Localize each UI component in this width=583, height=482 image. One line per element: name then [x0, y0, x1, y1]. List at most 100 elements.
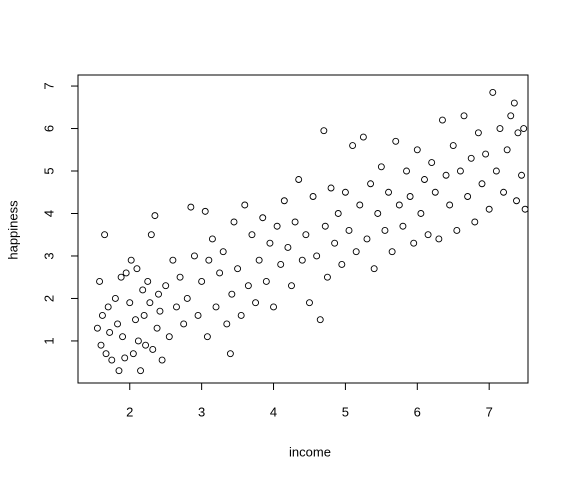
point [352, 248, 360, 256]
point [180, 320, 188, 328]
point [464, 193, 472, 200]
point [406, 193, 414, 200]
point [262, 278, 270, 285]
point [449, 142, 457, 149]
point [142, 341, 150, 349]
point [485, 205, 493, 213]
point [219, 248, 227, 256]
point [321, 222, 329, 230]
y-tick-label: 6 [41, 125, 56, 132]
plot-frame [77, 74, 529, 384]
point [521, 205, 529, 213]
point [471, 218, 479, 226]
point [341, 188, 349, 196]
point [194, 312, 202, 319]
point [162, 282, 170, 290]
point [114, 320, 121, 328]
point [338, 261, 346, 268]
point [403, 167, 410, 175]
y-tick-label: 1 [41, 337, 56, 344]
point [399, 222, 407, 230]
point [191, 252, 198, 260]
point [273, 222, 281, 230]
point [284, 244, 292, 251]
point [456, 167, 464, 175]
point [176, 273, 184, 281]
point [309, 193, 317, 200]
point [104, 303, 112, 311]
point [223, 320, 231, 328]
point [431, 188, 439, 196]
point [101, 231, 109, 239]
y-tick-label: 3 [41, 252, 56, 259]
point [442, 171, 450, 179]
point [98, 312, 106, 319]
point [385, 188, 392, 196]
point [298, 256, 306, 264]
y-axis-label: happiness [5, 200, 20, 260]
point [392, 137, 400, 145]
point [295, 176, 303, 183]
point [388, 248, 396, 256]
point [334, 210, 342, 217]
point [212, 303, 220, 311]
point [208, 235, 216, 243]
point [115, 367, 123, 375]
point [234, 265, 242, 273]
x-tick-label: 4 [270, 404, 277, 419]
y-tick-label: 4 [41, 210, 56, 217]
point [467, 154, 475, 162]
point [277, 261, 285, 268]
point [514, 129, 522, 137]
point [134, 337, 142, 345]
point [367, 180, 375, 188]
point [230, 218, 238, 226]
point [356, 201, 364, 209]
point [146, 299, 154, 307]
point [395, 201, 403, 209]
point [216, 269, 224, 277]
point [147, 231, 155, 239]
point [266, 239, 274, 247]
point [327, 184, 335, 192]
point [237, 312, 245, 319]
point [492, 167, 500, 175]
point [158, 356, 166, 364]
point [428, 159, 436, 166]
point [203, 333, 211, 341]
point [121, 354, 129, 362]
point [302, 231, 310, 239]
y-tick-label: 2 [41, 295, 56, 302]
point [500, 188, 508, 196]
point [119, 333, 127, 341]
point [323, 273, 331, 281]
point [410, 239, 418, 247]
point [248, 231, 256, 239]
point [144, 278, 152, 285]
point [349, 142, 357, 149]
y-tick-label: 7 [41, 82, 56, 89]
x-axis-label: income [289, 444, 331, 459]
point [106, 328, 114, 336]
point [313, 252, 321, 260]
point [359, 133, 367, 141]
point [320, 127, 328, 135]
point [97, 341, 105, 349]
point [111, 295, 119, 302]
point [187, 203, 195, 211]
y-tick-label: 5 [41, 167, 56, 174]
point [244, 282, 252, 290]
point [93, 324, 101, 332]
point [96, 278, 104, 285]
point [183, 295, 191, 302]
point [153, 324, 161, 332]
point [345, 227, 353, 234]
point [252, 299, 260, 307]
point [435, 235, 443, 243]
point [165, 333, 173, 341]
point [478, 180, 486, 188]
point [102, 350, 110, 358]
x-tick-label: 5 [342, 404, 349, 419]
